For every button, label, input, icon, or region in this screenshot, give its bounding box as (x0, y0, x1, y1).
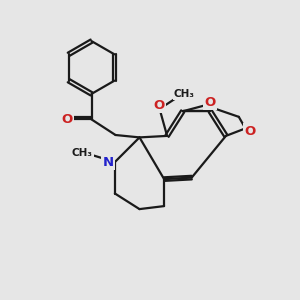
Text: O: O (61, 113, 72, 126)
Text: CH₃: CH₃ (71, 148, 92, 158)
Text: O: O (153, 99, 165, 112)
Text: N: N (103, 155, 114, 169)
Text: CH₃: CH₃ (174, 89, 195, 99)
Text: O: O (244, 125, 256, 138)
Text: O: O (204, 96, 215, 109)
